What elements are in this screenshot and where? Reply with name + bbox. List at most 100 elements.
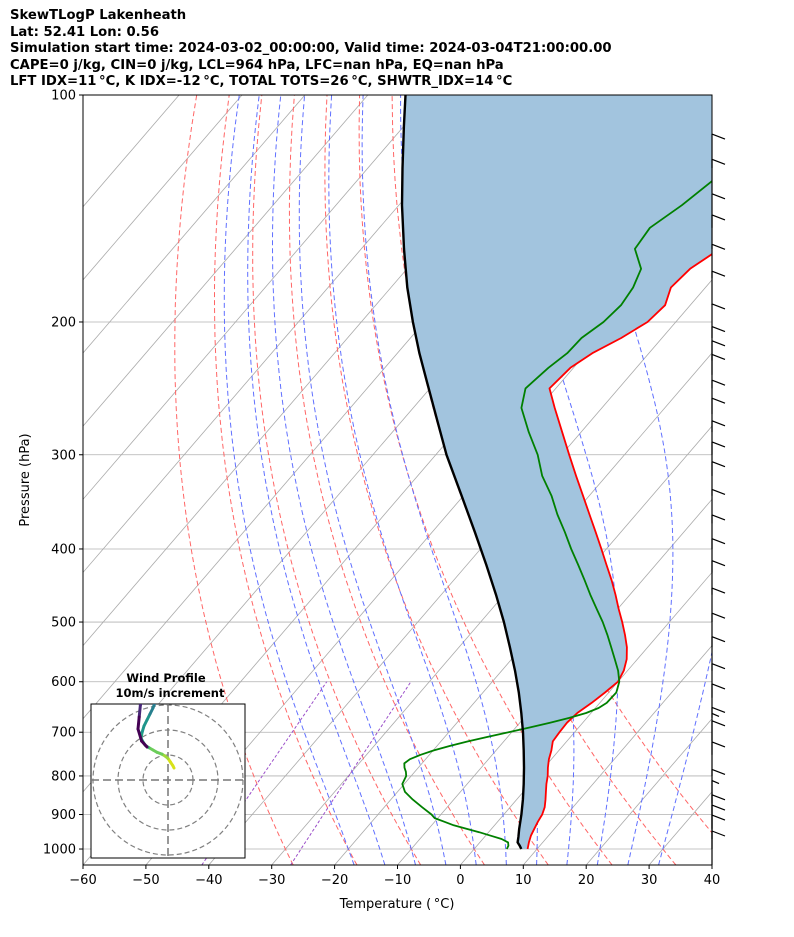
dry-adiabat-line [288, 95, 485, 865]
x-tick-label: −40 [195, 873, 222, 888]
dewpoint-line [401, 179, 712, 850]
x-tick-label: 20 [578, 873, 595, 888]
y-axis-title: Pressure (hPa) [18, 433, 33, 526]
x-tick-label: 40 [704, 873, 721, 888]
wind-barb [711, 741, 726, 776]
moist-adiabat-line [658, 95, 712, 865]
isotherm-line [711, 864, 712, 865]
title-indices-1: CAPE=0 j/kg, CIN=0 j/kg, LCL=964 hPa, LF… [10, 57, 504, 73]
y-tick-label: 500 [51, 616, 76, 631]
wind-profile-inset: Wind Profile 10m/s increment [90, 671, 246, 859]
moist-adiabat-line [503, 95, 619, 865]
inset-hodograph-segment [136, 715, 141, 731]
inset-hodograph-segment [140, 739, 149, 749]
y-tick-label: 700 [51, 726, 76, 741]
profile-series [400, 95, 712, 850]
chart-title-block: SkewTLogP Lakenheath Lat: 52.41 Lon: 0.5… [10, 8, 612, 91]
wind-barb [711, 420, 726, 455]
x-tick-label: −30 [258, 873, 285, 888]
x-tick-label: 30 [641, 873, 658, 888]
inset-hodograph-segment [136, 727, 144, 743]
x-tick-label: −50 [132, 873, 159, 888]
wind-barb [711, 270, 726, 306]
title-times: Simulation start time: 2024-03-02_00:00:… [10, 41, 612, 56]
wind-barb [711, 133, 726, 169]
isotherm-line [271, 352, 712, 865]
wind-barb [711, 768, 726, 804]
y-tick-label: 300 [51, 448, 76, 463]
wind-barbs [711, 133, 726, 865]
wind-barb [711, 193, 726, 228]
x-axis-ticks: −60 −50 −40 −30 −20 −10 0 10 20 30 40 [69, 865, 720, 888]
y-tick-label: 200 [51, 315, 76, 330]
y-tick-label: 900 [51, 808, 76, 823]
wind-barb [711, 158, 726, 194]
wind-barb [711, 441, 726, 476]
cape-region [402, 95, 712, 849]
inset-title: Wind Profile [126, 671, 206, 685]
moist-adiabat-line [578, 95, 674, 865]
wind-barb [711, 397, 726, 433]
y-tick-label: 600 [51, 675, 76, 690]
moist-adiabat-line [361, 95, 507, 865]
wind-barb [711, 720, 726, 755]
wind-barb [711, 243, 726, 279]
isotherm-line [334, 425, 712, 865]
wind-barb [711, 683, 726, 718]
wind-barb [711, 830, 726, 865]
dry-adiabat-line [214, 95, 358, 865]
mixing-ratio-line [290, 681, 412, 865]
wind-barb [711, 636, 726, 671]
y-axis-ticks: 1000 900 800 700 600 500 400 300 200 100 [43, 89, 83, 858]
title-location: Lat: 52.41 Lon: 0.56 [10, 24, 160, 40]
dry-adiabat-line [358, 95, 613, 865]
y-tick-label: 800 [51, 769, 76, 784]
dry-adiabat-line [174, 95, 294, 865]
wind-barb [711, 538, 726, 573]
isotherm-line [83, 95, 369, 427]
isotherm-line [83, 95, 243, 281]
x-axis-title: Temperature ( °C) [339, 897, 455, 912]
inset-subtitle: 10m/s increment [116, 686, 225, 700]
inset-hodograph-segment [137, 704, 142, 719]
dry-adiabat-line [324, 95, 549, 865]
isotherm-line [460, 571, 712, 865]
wind-barb [711, 663, 726, 698]
isotherm-line [83, 95, 432, 500]
isotherm-line [83, 95, 306, 354]
y-tick-label: 100 [51, 89, 76, 104]
x-tick-label: −60 [69, 873, 96, 888]
parcel-line [400, 95, 526, 850]
moist-adiabat-line [247, 95, 386, 865]
wind-barb [711, 514, 726, 549]
wind-barb [711, 560, 726, 595]
x-tick-label: −20 [321, 873, 348, 888]
x-tick-label: 10 [515, 873, 532, 888]
wind-barb [711, 214, 726, 249]
x-tick-label: 0 [456, 873, 464, 888]
x-tick-label: −10 [384, 873, 411, 888]
title-indices-2: LFT IDX=11 °C, K IDX=-12 °C, TOTAL TOTS=… [10, 74, 513, 89]
inset-plot [91, 704, 245, 858]
y-tick-label: 400 [51, 542, 76, 557]
dry-adiabat-line [252, 95, 422, 865]
wind-barb [711, 794, 726, 829]
isotherm-line [585, 718, 712, 865]
isotherm-line [83, 95, 494, 574]
moist-adiabat-line [223, 95, 355, 865]
isotherm-line [522, 644, 712, 865]
wind-barb [711, 488, 726, 524]
cin-fill-area [402, 95, 712, 849]
moist-adiabat-line [272, 95, 416, 865]
y-tick-label: 1000 [43, 843, 76, 858]
isotherm-line [397, 498, 712, 865]
temperature-line [526, 253, 712, 850]
wind-barb [711, 303, 726, 338]
mixing-ratio-line [201, 681, 328, 865]
wind-barb [711, 612, 726, 648]
wind-barb [711, 379, 726, 415]
wind-barb [711, 353, 726, 389]
title-station: SkewTLogP Lakenheath [10, 8, 187, 23]
moist-adiabat-line [328, 95, 477, 865]
